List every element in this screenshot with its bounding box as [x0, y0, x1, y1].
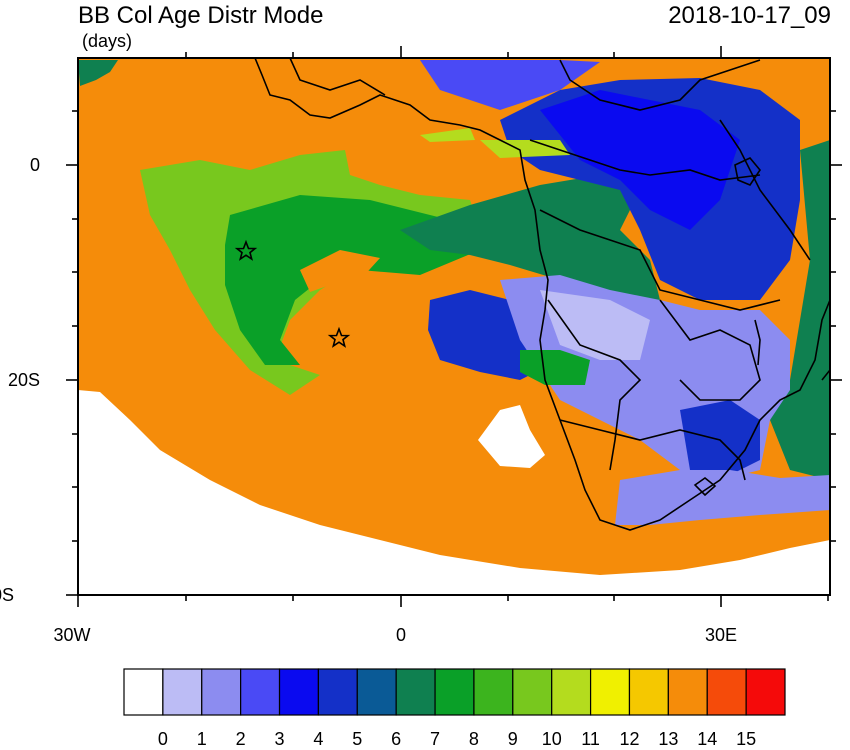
- lat-label-20s: 20S: [8, 370, 40, 390]
- blue-band-north: [420, 60, 600, 110]
- colorbar-swatch-15: [706, 668, 747, 716]
- lake-malawi: [754, 319, 761, 366]
- timestamp-label: 2018-10-17_09: [668, 2, 831, 29]
- lon-label-30w: 30W: [53, 625, 90, 645]
- colorbar-swatch-8: [434, 668, 475, 716]
- border-zambia: [659, 299, 761, 401]
- colorbar-swatch-9: [473, 668, 514, 716]
- lat-label-0: 0: [30, 155, 40, 175]
- blue-region-bright: [540, 90, 740, 230]
- lon-label-0: 0: [396, 625, 406, 645]
- colorbar-swatch-13: [628, 668, 669, 716]
- white-southwest: [78, 390, 830, 595]
- colorbar-label-9: 9: [508, 729, 518, 749]
- lesotho: [693, 477, 717, 497]
- marker-layer: [234, 239, 351, 348]
- colorbar-swatch-3: [240, 668, 281, 716]
- colorbar-swatch-2: [201, 668, 242, 716]
- units-label: (days): [82, 31, 133, 51]
- colorbar-label-5: 5: [352, 729, 362, 749]
- green-patch-northwest: [78, 60, 118, 86]
- colorbar-label-7: 7: [430, 729, 440, 749]
- colorbar-label-15: 15: [736, 729, 756, 749]
- star-marker-b: [327, 326, 351, 348]
- colorbar-labels: 0 1 2 3 4 5 6 7 8 9 10 11 12 13 14 15: [158, 729, 756, 749]
- colorbar-label-4: 4: [313, 729, 323, 749]
- colorbar-label-1: 1: [197, 729, 207, 749]
- colorbar-label-2: 2: [236, 729, 246, 749]
- colorbar-label-13: 13: [658, 729, 678, 749]
- coastline-borders: [254, 58, 830, 531]
- colorbar-label-12: 12: [619, 729, 639, 749]
- map-plot-area: [78, 58, 830, 595]
- colorbar-swatch-1: [162, 668, 203, 716]
- lat-label-40s: 40S: [0, 585, 14, 605]
- madagascar-edge: [821, 369, 830, 381]
- star-marker-a: [234, 239, 258, 261]
- colorbar-swatch-0: [123, 668, 164, 716]
- axis-ticks: [66, 46, 842, 607]
- dark-green-band: [400, 175, 660, 300]
- border-east: [719, 119, 811, 261]
- colorbar-label-8: 8: [469, 729, 479, 749]
- colorbar-swatch-5: [317, 668, 358, 716]
- plot-title: BB Col Age Distr Mode: [78, 2, 324, 29]
- colorbar-label-6: 6: [391, 729, 401, 749]
- colorbar-swatch-6: [356, 668, 397, 716]
- border-central-b: [539, 209, 781, 311]
- white-ocean-patch: [478, 405, 545, 468]
- colorbar-swatch-14: [667, 668, 708, 716]
- lon-label-30e: 30E: [705, 625, 737, 645]
- border-north: [559, 59, 761, 111]
- border-namibia: [559, 419, 746, 481]
- green-patch-angola: [520, 350, 590, 385]
- pale-blue-region: [540, 290, 650, 360]
- colorbar-label-14: 14: [697, 729, 717, 749]
- yellow-green-strip: [480, 140, 570, 158]
- colorbar-label-11: 11: [581, 729, 600, 749]
- colorbar-swatch-16: [745, 668, 786, 716]
- orange-intrusion: [300, 250, 380, 292]
- border-angola: [547, 299, 642, 471]
- colorbar-swatch-12: [589, 668, 631, 716]
- colorbar-swatch-11: [551, 668, 592, 716]
- colorbar-swatch-7: [395, 668, 436, 716]
- light-blue-south: [615, 470, 830, 525]
- yellow-green-fleck: [420, 128, 475, 142]
- border-central-a: [529, 139, 761, 181]
- colorbar-label-10: 10: [542, 729, 562, 749]
- lake-victoria: [734, 157, 761, 186]
- africa-coastline: [254, 58, 830, 531]
- colorbar-label-3: 3: [275, 729, 285, 749]
- border-west-africa: [289, 58, 386, 96]
- colorbar-swatch-4: [278, 668, 320, 716]
- colorbar-swatch-10: [512, 668, 553, 716]
- colorbar-label-0: 0: [158, 729, 168, 749]
- colorbar: [123, 668, 786, 716]
